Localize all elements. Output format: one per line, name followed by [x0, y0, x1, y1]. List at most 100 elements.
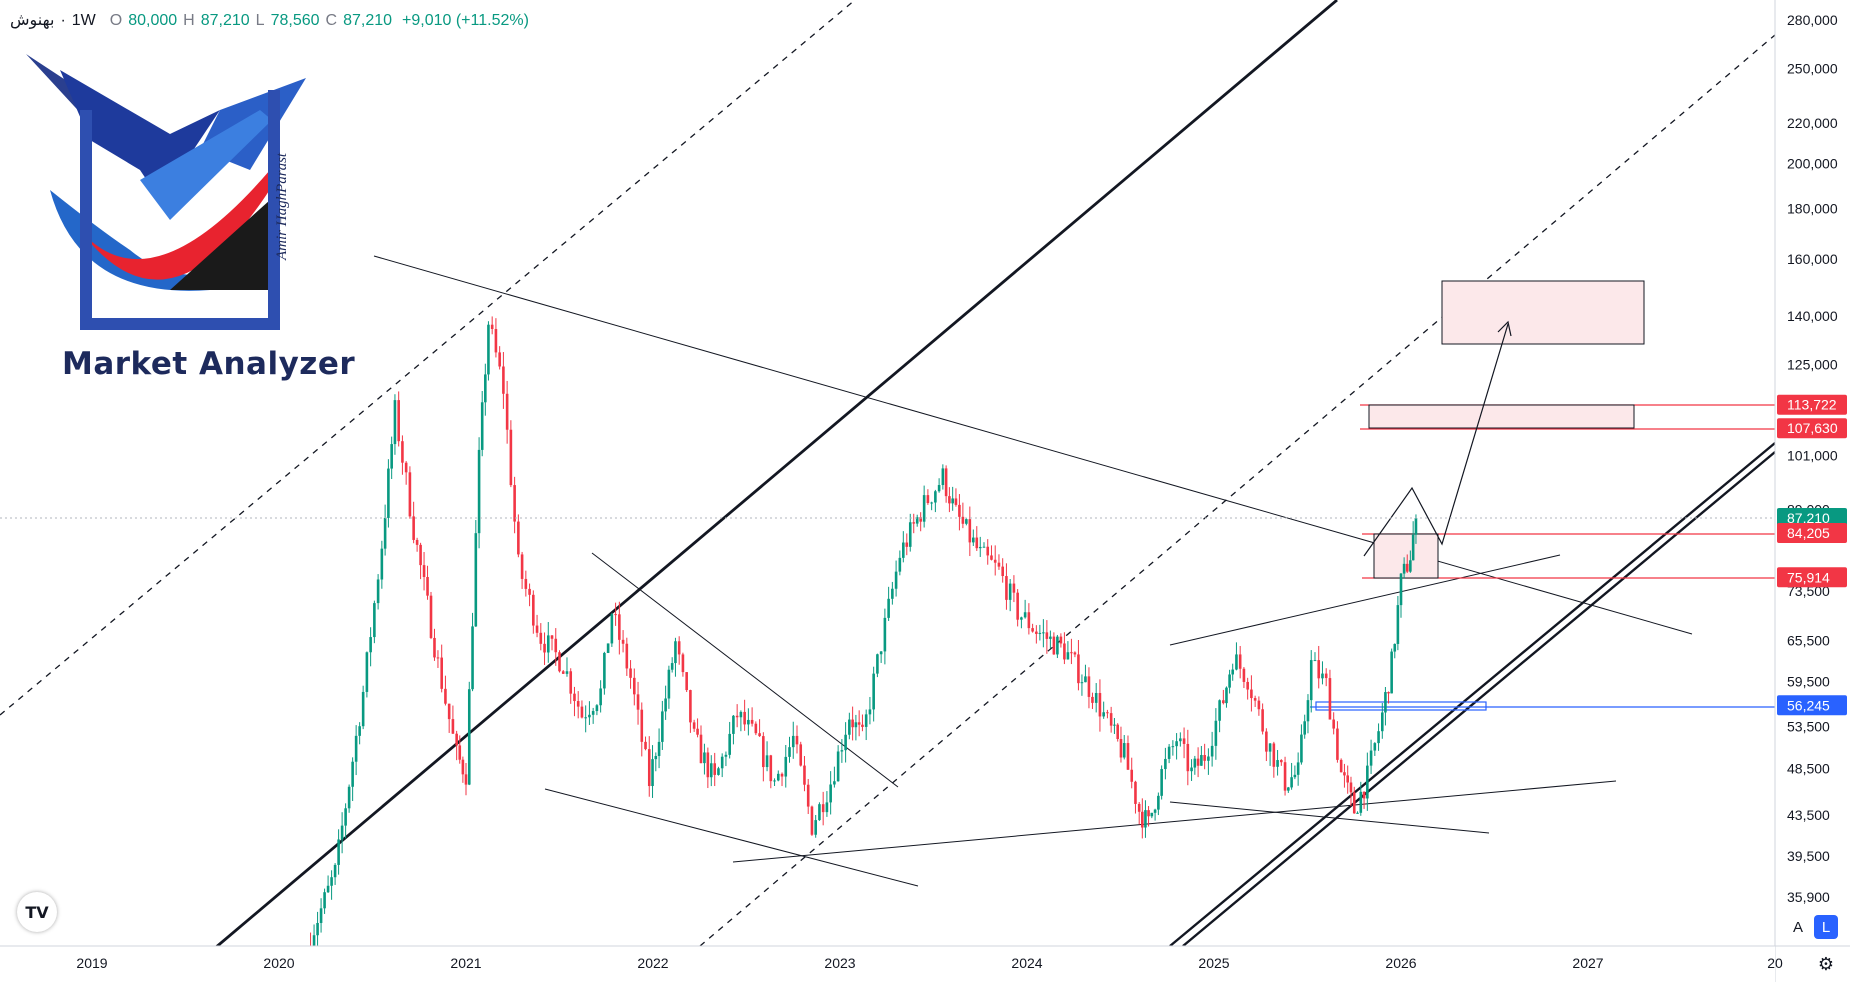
price-label-tag[interactable] — [1777, 695, 1847, 716]
candle-body — [1084, 676, 1087, 683]
candle-body — [732, 715, 735, 734]
trendline-neckline[interactable] — [1169, 554, 1561, 646]
candle-body — [433, 637, 436, 658]
candle-body — [717, 768, 720, 775]
candle-body — [1049, 636, 1052, 639]
candle-body — [689, 690, 692, 723]
candle-body — [1102, 712, 1105, 717]
x-tick-label: 2026 — [1385, 955, 1416, 971]
candle-body — [1222, 700, 1225, 704]
candle-body — [948, 496, 951, 504]
candle-body — [1193, 758, 1197, 768]
symbol-name[interactable]: بهنوش — [10, 10, 55, 29]
candle-body — [961, 516, 965, 524]
timeframe-label[interactable]: 1W — [71, 12, 96, 29]
candle-body — [528, 588, 531, 595]
candle-body — [498, 352, 501, 367]
x-tick-label: 2022 — [637, 955, 668, 971]
candle-body — [337, 839, 340, 865]
candle-body — [810, 806, 814, 835]
channel-thick-upper[interactable] — [214, 0, 1338, 950]
market-analyzer-logo-icon — [26, 54, 306, 330]
candle-body — [915, 517, 919, 524]
price-label-tag[interactable] — [1777, 394, 1847, 415]
candle-body — [982, 546, 986, 548]
change-value: +9,010 (+11.52%) — [402, 12, 529, 29]
y-tick-label: 43,500 — [1787, 807, 1830, 823]
price-label-text: 107,630 — [1787, 420, 1838, 436]
candle-body — [1399, 573, 1403, 606]
candle-body — [1265, 731, 1268, 752]
resistance-zone-box[interactable] — [1368, 404, 1635, 429]
candle-body — [844, 734, 847, 751]
log-scale-button[interactable]: L — [1814, 915, 1838, 939]
target-zone-box[interactable] — [1441, 280, 1645, 345]
trendline-lower-wedge[interactable] — [544, 788, 919, 887]
candle-body — [316, 922, 319, 936]
channel-thick-lower-b[interactable] — [1182, 451, 1776, 947]
candle-body — [937, 485, 941, 492]
x-tick-label: 20 — [1767, 955, 1783, 971]
price-label-tag[interactable] — [1777, 418, 1847, 439]
channel-dashed-upper-outer[interactable] — [0, 0, 856, 716]
candle-body — [451, 719, 455, 734]
candle-body — [799, 744, 803, 766]
auto-scale-button[interactable]: A — [1786, 915, 1810, 939]
candle-body — [887, 598, 890, 618]
candle-body — [681, 654, 685, 673]
candle-body — [1231, 669, 1234, 675]
candle-body — [825, 802, 829, 813]
candle-body — [1109, 713, 1113, 726]
candle-body — [1119, 739, 1123, 758]
candle-body — [393, 400, 397, 445]
trendline-descending-minor[interactable] — [591, 552, 899, 788]
candle-body — [1008, 583, 1012, 600]
trendline-descending-major[interactable] — [373, 255, 1693, 635]
candle-body — [654, 755, 658, 760]
candle-body — [861, 724, 864, 727]
channel-dashed-mid[interactable] — [699, 34, 1776, 947]
price-label-tag[interactable] — [1777, 523, 1847, 544]
candle-body — [1225, 687, 1228, 704]
candle-body — [401, 441, 404, 463]
candle-body — [1349, 782, 1353, 793]
candle-body — [1235, 654, 1238, 670]
projection-path[interactable] — [1363, 323, 1509, 557]
gear-icon[interactable]: ⚙ — [1817, 953, 1835, 974]
price-label-text: 75,914 — [1787, 569, 1830, 585]
candle-body — [1321, 673, 1324, 679]
candle-body — [1020, 617, 1023, 620]
trendline-base-support[interactable] — [732, 780, 1617, 863]
candle-body — [1387, 692, 1390, 694]
candle-body — [629, 668, 632, 678]
candle-body — [965, 519, 968, 524]
candle-body — [1309, 660, 1313, 701]
candle-body — [467, 689, 471, 785]
candle-body — [419, 544, 422, 566]
candle-body — [1246, 681, 1249, 690]
candle-body — [968, 519, 972, 543]
candle-body — [657, 741, 661, 756]
trendline-lower-fall[interactable] — [1169, 801, 1490, 834]
price-axis-bg[interactable] — [1775, 0, 1850, 982]
channel-thick-lower-a[interactable] — [1169, 442, 1776, 947]
candle-body — [1405, 563, 1409, 572]
demand-zone-box[interactable] — [1315, 701, 1487, 711]
candle-body — [1346, 775, 1350, 783]
candle-body — [520, 554, 524, 579]
low-label: L — [255, 12, 265, 29]
tradingview-logo-icon[interactable]: TV — [17, 892, 57, 932]
y-tick-label: 39,500 — [1787, 848, 1830, 864]
candle-body — [879, 651, 883, 655]
candle-body — [1144, 810, 1147, 828]
candle-body — [344, 808, 347, 826]
candle-body — [1293, 774, 1297, 778]
price-label-tag[interactable] — [1777, 567, 1847, 588]
time-axis-bg[interactable] — [0, 946, 1775, 982]
candle-body — [728, 733, 731, 755]
x-tick-label: 2021 — [450, 955, 481, 971]
candle-body — [606, 643, 610, 653]
candle-body — [1396, 605, 1400, 644]
